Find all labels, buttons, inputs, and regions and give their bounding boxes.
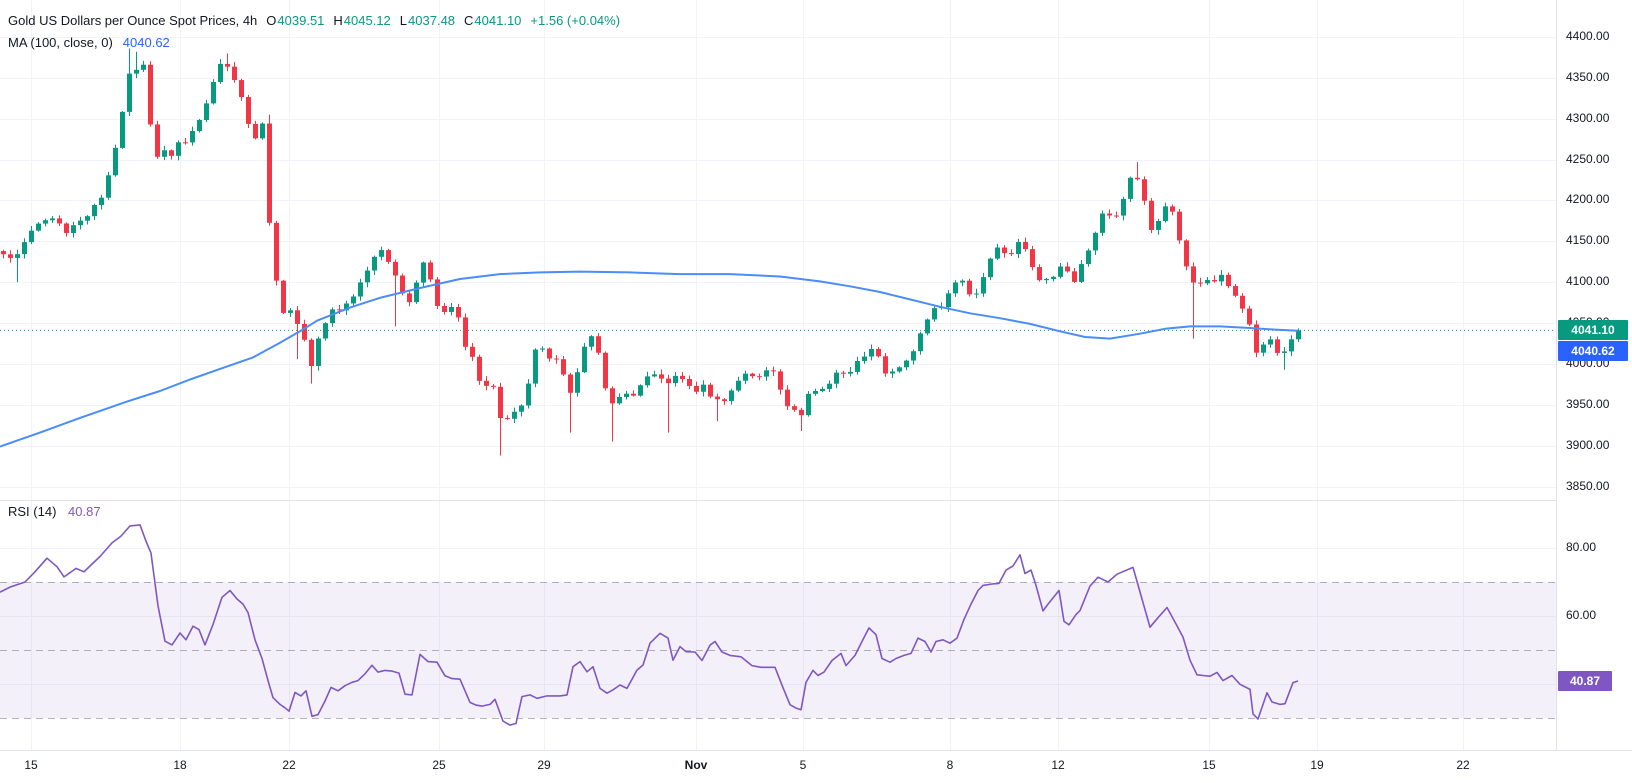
time-axis-label: Nov: [684, 758, 708, 772]
time-axis[interactable]: 15 18 22 25 29 Nov 5 8 12 15 19 22: [0, 751, 1632, 783]
rsi-axis-label: 80.00: [1566, 540, 1597, 554]
ma-line: [0, 270, 1299, 448]
time-axis-label: 22: [282, 758, 296, 772]
price-axis-label: 4200.00: [1566, 192, 1610, 207]
time-axis-label: 22: [1456, 758, 1470, 772]
rsi-value-badge: 40.87: [1558, 671, 1612, 692]
price-axis[interactable]: 4400.00 4350.00 4300.00 4250.00 4200.00 4150.…: [1556, 0, 1632, 750]
price-axis-label: 4350.00: [1566, 69, 1610, 84]
time-axis-label: 19: [1310, 758, 1324, 772]
rsi-line: [0, 524, 1299, 726]
price-axis-label: 4250.00: [1566, 151, 1610, 166]
ma-value-badge: 4040.62: [1558, 341, 1628, 362]
price-axis-separator: [1556, 0, 1557, 750]
last-price-badge: 4041.10: [1558, 320, 1628, 341]
price-axis-label: 3850.00: [1566, 478, 1610, 493]
rsi-band: [0, 582, 1556, 719]
price-axis-label: 3950.00: [1566, 396, 1610, 411]
time-axis-label: 15: [1202, 758, 1216, 772]
time-axis-label: 12: [1051, 758, 1065, 772]
price-axis-label: 4100.00: [1566, 274, 1610, 289]
price-axis-label: 3900.00: [1566, 437, 1610, 452]
time-axis-label: 25: [432, 758, 446, 772]
time-axis-label: 29: [537, 758, 551, 772]
time-axis-label: 15: [24, 758, 38, 772]
pane-separator[interactable]: [0, 500, 1556, 501]
price-axis-label: 4300.00: [1566, 110, 1610, 125]
time-axis-label: 18: [173, 758, 187, 772]
time-axis-label: 8: [946, 758, 954, 772]
price-axis-label: 4150.00: [1566, 233, 1610, 248]
price-axis-label: 4400.00: [1566, 29, 1610, 43]
candles: [1, 48, 1301, 456]
time-axis-separator: [0, 750, 1632, 751]
gridlines: [0, 0, 1556, 750]
time-axis-label: 5: [799, 758, 807, 772]
rsi-axis-label: 60.00: [1566, 608, 1597, 622]
